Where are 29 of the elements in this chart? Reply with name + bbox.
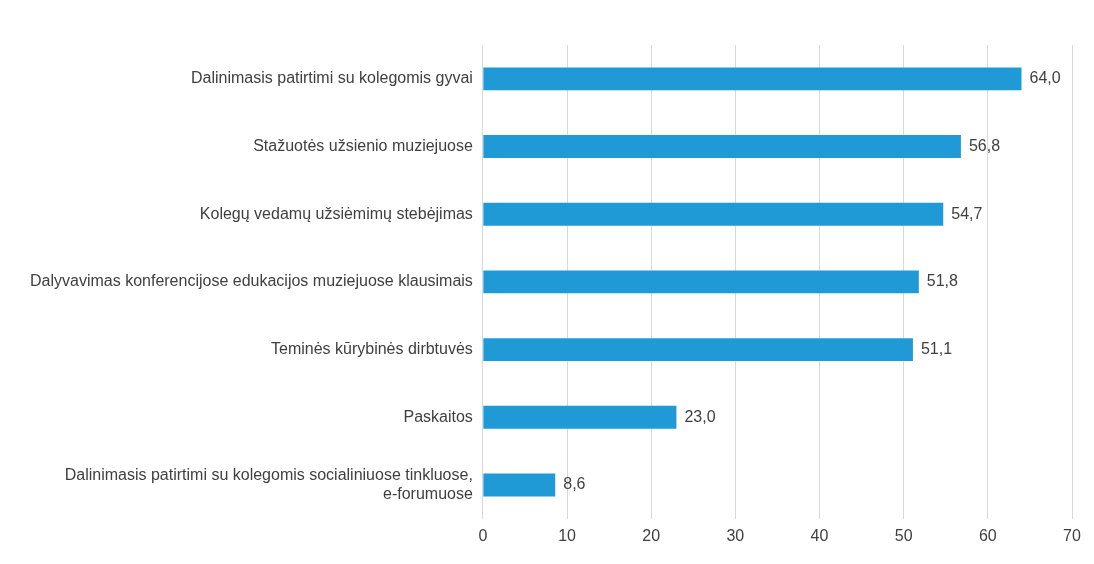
x-tick-label: 10	[558, 526, 577, 544]
y-tick-label: Dalinimasis patirtimi su kolegomis gyvai	[190, 69, 473, 87]
x-tick-label: 60	[978, 526, 997, 544]
data-label: 51,1	[920, 339, 953, 357]
y-tick-label: Dalyvavimas konferencijose edukacijos muziejuose klausimais	[30, 272, 473, 290]
y-tick-label: Kolegų vedamų užsiėmimų stebėjimas	[199, 204, 473, 222]
bar	[483, 67, 1022, 91]
data-label: 23,0	[684, 407, 716, 425]
x-tick-label: 20	[642, 526, 661, 544]
bar	[483, 338, 913, 362]
y-tick-label: Dalinimasis patirtimi su kolegomis socialiniuose tinkluose, e-forumuose	[64, 465, 473, 502]
y-tick-label: Paskaitos	[403, 407, 473, 425]
data-label: 51,8	[926, 272, 959, 290]
x-tick-label: 50	[894, 526, 913, 544]
bar	[483, 135, 961, 158]
data-label: 54,7	[951, 204, 983, 222]
data-label: 56,8	[968, 136, 1001, 154]
data-label: 64,0	[1029, 69, 1061, 87]
x-tick-label: 0	[478, 526, 488, 544]
y-tick-label: Teminės kūrybinės dirbtuvės	[270, 339, 473, 357]
x-tick-label: 40	[810, 526, 829, 544]
bar	[483, 473, 556, 497]
x-tick-label: 70	[1063, 526, 1081, 544]
bar	[483, 202, 944, 226]
y-tick-label: Stažuotės užsienio muziejuose	[253, 136, 473, 154]
bar	[483, 405, 677, 429]
data-label: 8,6	[563, 475, 586, 493]
bar	[483, 270, 919, 294]
x-tick-label: 30	[726, 526, 745, 544]
